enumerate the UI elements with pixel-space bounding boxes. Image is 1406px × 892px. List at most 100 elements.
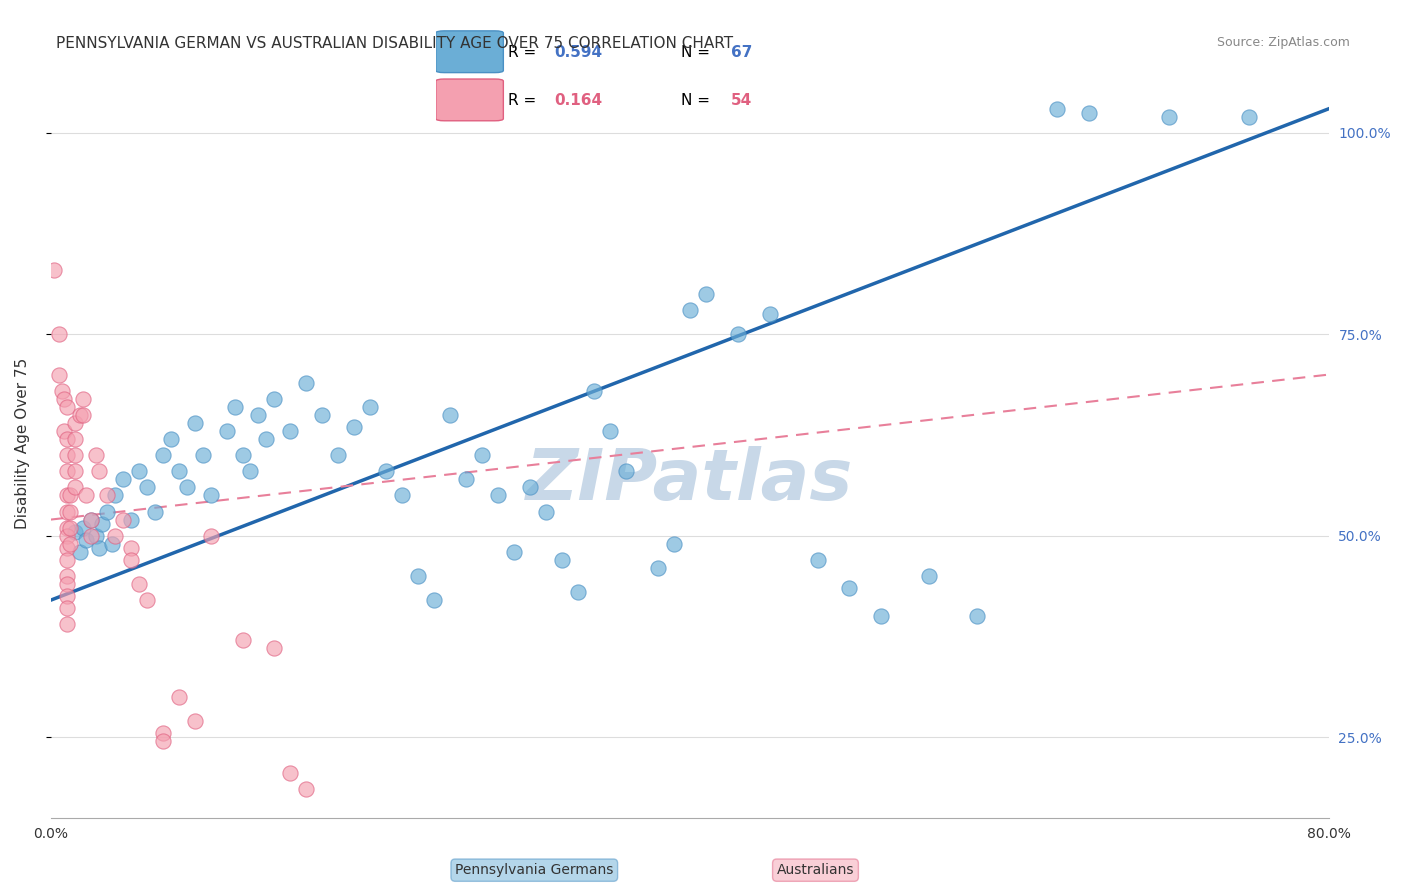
Point bbox=[471, 448, 494, 462]
Point bbox=[503, 545, 526, 559]
Point bbox=[63, 432, 86, 446]
Point bbox=[918, 569, 941, 583]
Point bbox=[56, 400, 79, 414]
Point bbox=[135, 480, 157, 494]
Point bbox=[375, 464, 398, 478]
Point bbox=[159, 432, 181, 446]
Point bbox=[72, 521, 94, 535]
Point bbox=[56, 553, 79, 567]
Point bbox=[534, 504, 557, 518]
Point bbox=[647, 561, 669, 575]
Point bbox=[224, 400, 246, 414]
Point bbox=[263, 392, 285, 406]
Point bbox=[56, 601, 79, 615]
Point bbox=[120, 512, 142, 526]
Point bbox=[679, 303, 702, 318]
Point bbox=[167, 464, 190, 478]
Text: 54: 54 bbox=[731, 93, 752, 108]
Point bbox=[51, 384, 73, 398]
Point bbox=[359, 400, 381, 414]
Point bbox=[280, 766, 302, 780]
Point bbox=[96, 504, 118, 518]
Text: N =: N = bbox=[681, 93, 714, 108]
Point bbox=[52, 424, 75, 438]
Point bbox=[63, 448, 86, 462]
Point bbox=[75, 533, 97, 547]
Point bbox=[111, 512, 134, 526]
Point bbox=[42, 263, 65, 277]
Point bbox=[519, 480, 541, 494]
Point bbox=[80, 512, 103, 526]
Point bbox=[176, 480, 198, 494]
Point bbox=[1157, 110, 1180, 124]
Point bbox=[56, 448, 79, 462]
Point bbox=[84, 448, 107, 462]
Point bbox=[72, 408, 94, 422]
Point bbox=[406, 569, 429, 583]
Point bbox=[806, 553, 828, 567]
Point bbox=[56, 589, 79, 603]
Text: 0.594: 0.594 bbox=[554, 45, 602, 60]
Point bbox=[966, 609, 988, 624]
Point bbox=[59, 521, 82, 535]
Y-axis label: Disability Age Over 75: Disability Age Over 75 bbox=[15, 358, 30, 529]
Text: 0.164: 0.164 bbox=[554, 93, 602, 108]
Point bbox=[128, 464, 150, 478]
Point bbox=[143, 504, 166, 518]
FancyBboxPatch shape bbox=[436, 79, 503, 120]
Point bbox=[56, 569, 79, 583]
Point bbox=[56, 464, 79, 478]
Point bbox=[63, 464, 86, 478]
Text: Pennsylvania Germans: Pennsylvania Germans bbox=[456, 863, 613, 877]
Point bbox=[183, 714, 205, 728]
Point bbox=[91, 516, 114, 531]
Point bbox=[63, 416, 86, 430]
Point bbox=[1237, 110, 1260, 124]
Point bbox=[111, 472, 134, 486]
Text: Australians: Australians bbox=[776, 863, 855, 877]
Point bbox=[59, 537, 82, 551]
Point bbox=[695, 287, 717, 301]
Point bbox=[152, 734, 174, 748]
Point bbox=[56, 617, 79, 632]
Point bbox=[1078, 105, 1101, 120]
Point bbox=[56, 432, 79, 446]
Point bbox=[56, 541, 79, 555]
Point bbox=[80, 512, 103, 526]
Point bbox=[48, 327, 70, 342]
Text: PENNSYLVANIA GERMAN VS AUSTRALIAN DISABILITY AGE OVER 75 CORRELATION CHART: PENNSYLVANIA GERMAN VS AUSTRALIAN DISABI… bbox=[56, 36, 734, 51]
Point bbox=[311, 408, 333, 422]
Point bbox=[391, 488, 413, 502]
Point bbox=[69, 408, 91, 422]
Point bbox=[120, 541, 142, 555]
Point bbox=[59, 488, 82, 502]
Point bbox=[486, 488, 509, 502]
Point bbox=[758, 307, 780, 321]
Point bbox=[727, 327, 749, 342]
Point bbox=[328, 448, 350, 462]
Text: 67: 67 bbox=[731, 45, 752, 60]
Point bbox=[582, 384, 605, 398]
Point bbox=[75, 488, 97, 502]
Point bbox=[100, 537, 122, 551]
Point bbox=[456, 472, 478, 486]
Point bbox=[231, 633, 253, 648]
Point bbox=[84, 529, 107, 543]
Point bbox=[48, 368, 70, 382]
Point bbox=[280, 424, 302, 438]
Point bbox=[295, 782, 318, 797]
Point bbox=[104, 529, 127, 543]
Point bbox=[128, 577, 150, 591]
Point bbox=[191, 448, 214, 462]
Point bbox=[52, 392, 75, 406]
Point bbox=[439, 408, 461, 422]
Point bbox=[63, 480, 86, 494]
Point bbox=[80, 529, 103, 543]
Point bbox=[63, 524, 86, 539]
FancyBboxPatch shape bbox=[436, 31, 503, 72]
Point bbox=[183, 416, 205, 430]
Point bbox=[838, 581, 860, 595]
Point bbox=[295, 376, 318, 390]
Point bbox=[200, 529, 222, 543]
Point bbox=[56, 577, 79, 591]
